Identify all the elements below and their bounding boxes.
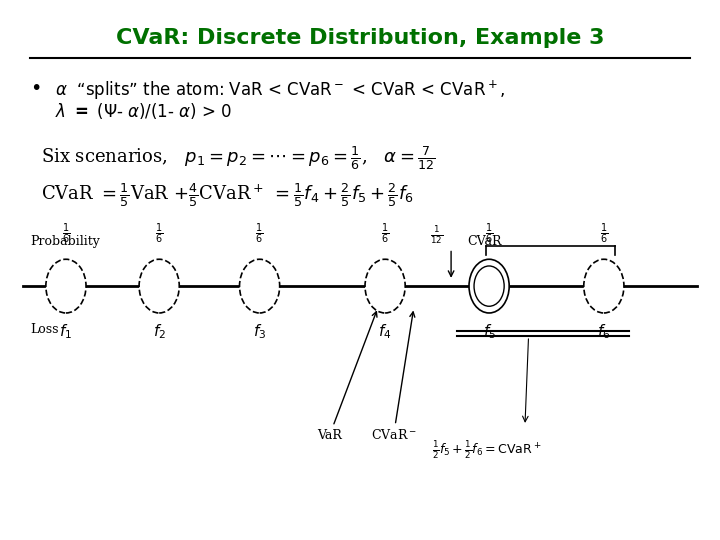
Text: $\frac{1}{6}$: $\frac{1}{6}$ — [381, 221, 390, 246]
Ellipse shape — [139, 259, 179, 313]
Text: $f_1$: $f_1$ — [59, 322, 73, 341]
Text: CVaR: Discrete Distribution, Example 3: CVaR: Discrete Distribution, Example 3 — [116, 28, 604, 48]
Text: CVaR $= \frac{1}{5}$VaR $+ \frac{4}{5}$CVaR$^+$ $= \frac{1}{5}f_4 + \frac{2}{5}f: CVaR $= \frac{1}{5}$VaR $+ \frac{4}{5}$C… — [41, 181, 413, 209]
Text: $\frac{1}{6}$: $\frac{1}{6}$ — [256, 221, 264, 246]
Text: CVaR: CVaR — [467, 235, 502, 248]
Text: Six scenarios,   $p_1 = p_2 = \cdots = p_6 = \frac{1}{6}$,   $\alpha = \frac{7}{: Six scenarios, $p_1 = p_2 = \cdots = p_6… — [41, 144, 436, 172]
Ellipse shape — [469, 259, 509, 313]
Text: $\frac{1}{6}$: $\frac{1}{6}$ — [485, 221, 493, 246]
Ellipse shape — [365, 259, 405, 313]
Text: Probability: Probability — [30, 235, 100, 248]
Text: $\frac{1}{2}f_5 + \frac{1}{2}f_6 = \mathrm{CVaR}^+$: $\frac{1}{2}f_5 + \frac{1}{2}f_6 = \math… — [432, 439, 541, 461]
Text: Loss: Loss — [30, 322, 58, 336]
Text: $f_2$: $f_2$ — [153, 322, 166, 341]
Text: $\lambda$ $\mathbf{=}$ ($\Psi$- $\alpha$)/(1- $\alpha$) > 0: $\lambda$ $\mathbf{=}$ ($\Psi$- $\alpha$… — [55, 101, 233, 121]
Text: $\alpha$  “splits” the atom: VaR < CVaR$^-$ < CVaR < CVaR$^+$,: $\alpha$ “splits” the atom: VaR < CVaR$^… — [55, 78, 505, 102]
Text: $f_6$: $f_6$ — [597, 322, 611, 341]
Ellipse shape — [46, 259, 86, 313]
Text: •: • — [30, 79, 42, 98]
Text: $f_5$: $f_5$ — [482, 322, 495, 341]
Text: $\frac{1}{6}$: $\frac{1}{6}$ — [62, 221, 70, 246]
Text: $f_4$: $f_4$ — [379, 322, 392, 341]
Text: $\frac{1}{6}$: $\frac{1}{6}$ — [155, 221, 163, 246]
Text: CVaR$^-$: CVaR$^-$ — [371, 312, 416, 442]
Text: $f_3$: $f_3$ — [253, 322, 266, 341]
Text: $\frac{1}{12}$: $\frac{1}{12}$ — [430, 224, 444, 246]
Text: VaR: VaR — [317, 312, 377, 442]
Ellipse shape — [240, 259, 279, 313]
Ellipse shape — [474, 266, 504, 306]
Ellipse shape — [584, 259, 624, 313]
Text: $\frac{1}{6}$: $\frac{1}{6}$ — [600, 221, 608, 246]
